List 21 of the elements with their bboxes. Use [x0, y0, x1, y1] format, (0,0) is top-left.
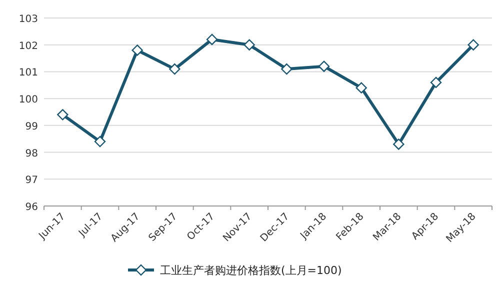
y-tick-label: 103 [18, 14, 38, 25]
point [244, 39, 255, 50]
y-tick-label: 96 [25, 202, 38, 213]
y-tick-label: 100 [18, 94, 38, 106]
y-tick-label: 99 [25, 121, 38, 132]
point [393, 138, 404, 150]
legend-label: 工业生产者购进价格指数(上月=100) [160, 264, 342, 277]
point [356, 82, 367, 94]
y-tick-label: 97 [25, 175, 38, 186]
point [318, 60, 330, 72]
point [468, 39, 479, 50]
point [206, 34, 218, 46]
point [94, 136, 106, 148]
y-tick-label: 98 [25, 148, 38, 160]
point [169, 63, 180, 75]
point [57, 109, 68, 120]
point [281, 63, 292, 75]
y-tick-label: 101 [18, 68, 38, 79]
point [132, 44, 143, 56]
point [430, 76, 442, 88]
y-tick-label: 102 [18, 40, 38, 52]
